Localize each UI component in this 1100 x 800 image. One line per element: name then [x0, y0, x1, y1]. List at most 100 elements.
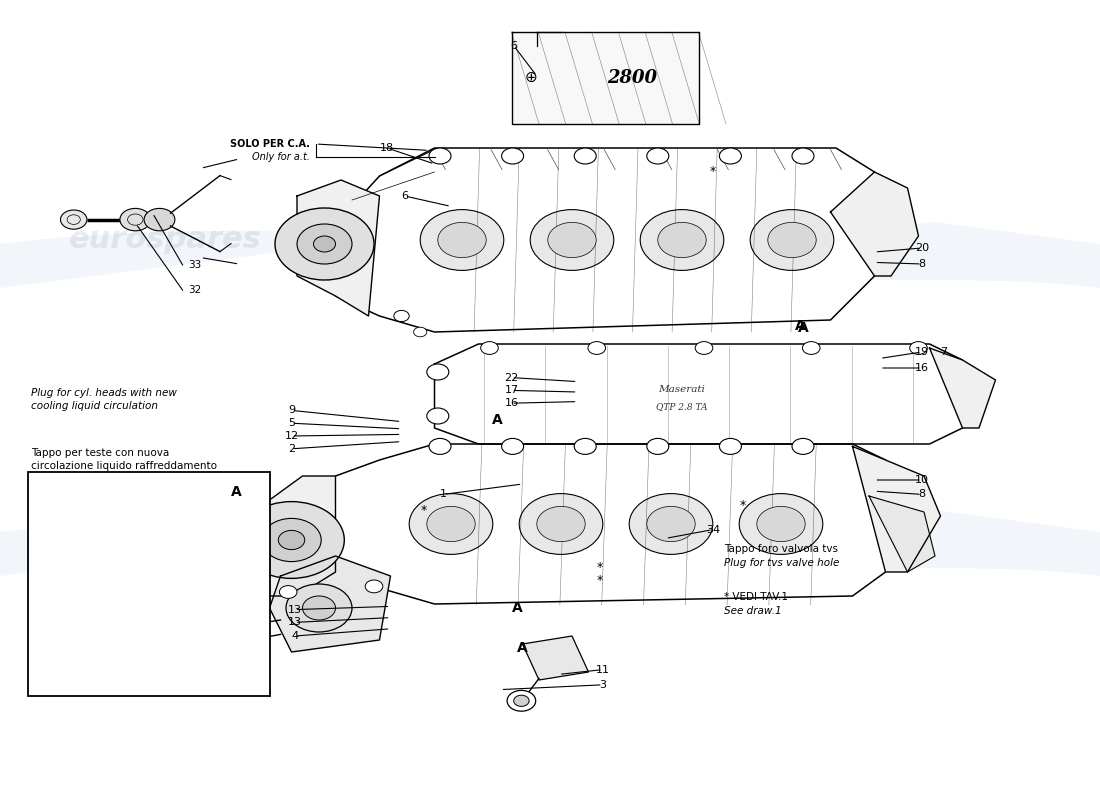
Circle shape [910, 342, 927, 354]
Circle shape [297, 224, 352, 264]
Text: A: A [512, 601, 522, 615]
Text: *: * [596, 574, 603, 587]
Text: 7: 7 [940, 347, 947, 357]
Circle shape [427, 364, 449, 380]
Text: eurospares: eurospares [541, 530, 735, 558]
Text: *: * [739, 499, 746, 512]
Text: 32: 32 [188, 285, 201, 295]
Circle shape [302, 596, 336, 620]
Text: Maserati: Maserati [659, 385, 705, 394]
Polygon shape [930, 348, 996, 428]
Bar [28, 472, 270, 696]
Circle shape [792, 148, 814, 164]
Text: Plug for tvs valve hole: Plug for tvs valve hole [724, 558, 839, 569]
Text: eurospares: eurospares [68, 530, 262, 558]
Circle shape [394, 310, 409, 322]
Text: 16: 16 [915, 363, 928, 373]
Circle shape [120, 208, 151, 230]
Circle shape [144, 208, 175, 230]
Circle shape [429, 438, 451, 454]
Circle shape [286, 584, 352, 632]
Text: 22: 22 [505, 373, 518, 382]
Polygon shape [434, 344, 979, 444]
Text: A: A [231, 485, 242, 499]
Circle shape [427, 506, 475, 542]
Circle shape [647, 148, 669, 164]
Text: * VEDI TAV.1: * VEDI TAV.1 [724, 592, 788, 602]
Text: 1: 1 [440, 490, 447, 499]
Circle shape [514, 695, 529, 706]
Polygon shape [869, 496, 935, 572]
Circle shape [365, 580, 383, 593]
PathPatch shape [0, 510, 1100, 576]
Text: 8: 8 [918, 259, 925, 269]
Circle shape [60, 210, 87, 229]
Circle shape [279, 586, 297, 598]
Circle shape [574, 148, 596, 164]
Circle shape [719, 438, 741, 454]
Text: 6: 6 [402, 191, 408, 201]
Text: *: * [596, 562, 603, 574]
Circle shape [548, 222, 596, 258]
Circle shape [519, 494, 603, 554]
Polygon shape [830, 172, 918, 276]
Polygon shape [270, 556, 390, 652]
Text: 9: 9 [288, 406, 295, 415]
Text: eurospares: eurospares [541, 226, 735, 254]
Polygon shape [852, 446, 940, 572]
Circle shape [427, 408, 449, 424]
Text: 2: 2 [288, 444, 295, 454]
Circle shape [502, 438, 524, 454]
Circle shape [537, 506, 585, 542]
Text: Only for a.t.: Only for a.t. [252, 152, 310, 162]
Circle shape [768, 222, 816, 258]
Text: *: * [420, 504, 427, 517]
Text: Tappo per teste con nuova
circolazione liquido raffreddamento: Tappo per teste con nuova circolazione l… [31, 448, 217, 471]
PathPatch shape [0, 222, 1100, 288]
Text: 18: 18 [381, 143, 394, 153]
Text: 19: 19 [915, 347, 928, 357]
Circle shape [438, 222, 486, 258]
Polygon shape [258, 476, 336, 596]
Text: 4: 4 [292, 631, 298, 641]
Text: 10: 10 [915, 475, 928, 485]
Circle shape [420, 210, 504, 270]
Circle shape [640, 210, 724, 270]
Polygon shape [512, 32, 698, 124]
Text: 17: 17 [505, 386, 518, 395]
Polygon shape [522, 636, 588, 680]
Circle shape [719, 148, 741, 164]
Circle shape [588, 342, 605, 354]
Text: A: A [517, 641, 528, 655]
Circle shape [658, 222, 706, 258]
Circle shape [629, 494, 713, 554]
Circle shape [409, 494, 493, 554]
Text: A: A [795, 318, 806, 333]
Circle shape [502, 148, 524, 164]
Circle shape [507, 690, 536, 711]
Circle shape [647, 438, 669, 454]
Circle shape [792, 438, 814, 454]
Text: 33: 33 [188, 260, 201, 270]
Polygon shape [336, 148, 891, 332]
Text: 12: 12 [285, 431, 298, 441]
Circle shape [803, 342, 820, 354]
Text: A: A [492, 413, 503, 427]
Circle shape [574, 438, 596, 454]
Text: 16: 16 [505, 398, 518, 408]
Circle shape [481, 342, 498, 354]
Circle shape [429, 148, 451, 164]
Text: 6: 6 [510, 41, 517, 50]
Circle shape [222, 618, 244, 634]
Circle shape [414, 327, 427, 337]
Text: 20: 20 [915, 243, 928, 253]
Text: Tappo foro valvola tvs: Tappo foro valvola tvs [724, 544, 838, 554]
Text: See draw.1: See draw.1 [724, 606, 781, 616]
Polygon shape [297, 444, 907, 604]
Circle shape [695, 342, 713, 354]
Text: *: * [710, 166, 716, 178]
Text: 3: 3 [600, 680, 606, 690]
Text: A: A [798, 321, 808, 335]
Circle shape [262, 518, 321, 562]
Text: QTP 2.8 TA: QTP 2.8 TA [657, 402, 707, 411]
